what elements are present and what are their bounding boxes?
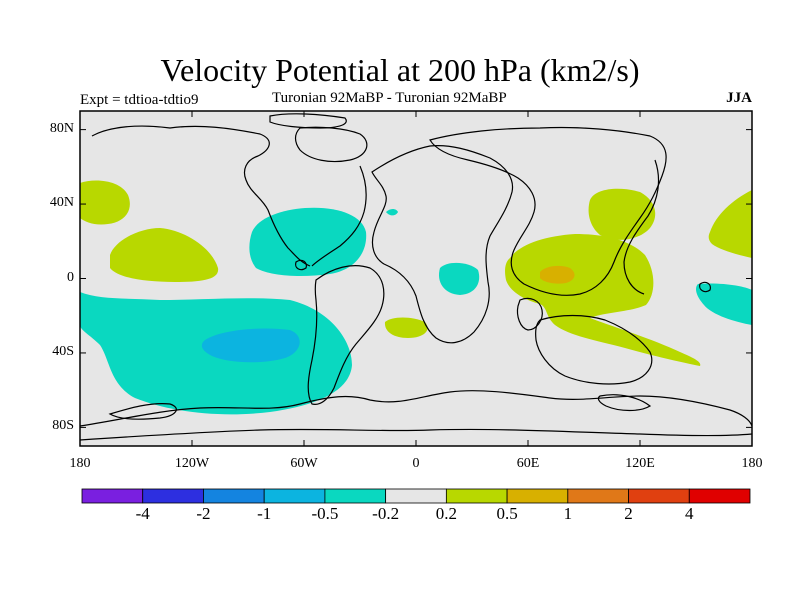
y-tick-label: 40N [49, 195, 74, 211]
colorbar-swatch [203, 488, 265, 504]
coastline-antarctica-south [79, 428, 753, 441]
coastlines [79, 113, 753, 441]
colorbar-swatch [324, 488, 387, 504]
coastline-antarctica-inner [108, 403, 177, 420]
colorbar-label: 1 [563, 504, 573, 523]
y-tick-label: 40S [52, 343, 74, 359]
colorbar-swatch [567, 488, 629, 504]
y-tick-label: 80S [52, 418, 74, 434]
contour-pos-asia-core [540, 265, 575, 284]
x-tick-label: 60E [516, 456, 540, 471]
coastline-na-east [311, 165, 367, 267]
positive-anomaly-regions [80, 180, 752, 366]
colorbar-swatch [142, 488, 204, 504]
coastline-europe-africa [371, 145, 514, 344]
coastline-arctic-na [294, 126, 368, 163]
contour-neg-africa [438, 262, 480, 295]
x-tick-label: 0 [412, 456, 420, 471]
colorbar-label: -4 [135, 504, 150, 523]
x-tick-label: 120W [174, 456, 210, 471]
coastline-antarctica-east [597, 394, 652, 412]
colorbar-label: 2 [624, 504, 633, 523]
coastline-india [516, 297, 543, 331]
contour-pos-south-america-east [384, 317, 428, 338]
contour-pos-west-pacific-north [80, 180, 130, 225]
colorbar-swatch [81, 488, 144, 504]
coastline-caribbean [295, 259, 307, 271]
contour-pos-asia-north [588, 188, 656, 240]
colorbar-swatch [506, 488, 569, 504]
colorbar-label: 0.5 [496, 504, 518, 523]
x-tick-label: 180 [69, 456, 91, 471]
coastline-australia-antarctic [535, 314, 653, 385]
colorbar-label: -1 [257, 504, 272, 523]
colorbar-swatch [688, 488, 751, 504]
colorbar-label: -0.5 [311, 504, 339, 523]
x-tick-label: 120E [625, 456, 655, 471]
contour-neg-south-pacific-core [201, 328, 300, 363]
coastline-pacific-islands [699, 281, 711, 293]
coastline-south-america [307, 265, 385, 405]
negative-anomaly-regions [80, 207, 752, 415]
y-axis-ticks [80, 129, 752, 428]
colorbar-label: -0.2 [372, 504, 400, 523]
experiment-label: Expt = tdtioa-tdtio9 [80, 92, 199, 108]
x-tick-label: 180 [741, 456, 763, 471]
colorbar-swatch [263, 488, 326, 504]
colorbar-swatch [385, 488, 447, 504]
colorbar-swatch [445, 488, 508, 504]
colorbar-label: 0.2 [435, 504, 457, 523]
contour-pos-west-pacific-equator [110, 228, 219, 282]
contour-neg-east-pacific [696, 283, 752, 325]
season-label: JJA [726, 90, 752, 106]
coastline-antarctica [79, 390, 753, 427]
plot-subtitle: Turonian 92MaBP - Turonian 92MaBP [272, 90, 507, 106]
colorbar-swatch [628, 488, 690, 504]
y-tick-label: 80N [49, 120, 74, 136]
x-axis-ticks [79, 111, 753, 446]
coastline-east-asia [623, 159, 660, 295]
contour-neg-north-atlantic [386, 209, 398, 216]
plot-title: Velocity Potential at 200 hPa (km2/s) [160, 52, 640, 88]
colorbar-label: -2 [196, 504, 211, 523]
colorbar [81, 488, 751, 504]
contour-pos-east-pacific-north [708, 190, 752, 258]
coastline-asia [429, 126, 667, 296]
y-tick-label: 0 [67, 269, 74, 285]
contour-neg-central-america [249, 207, 367, 276]
colorbar-label: 4 [685, 504, 694, 523]
x-tick-label: 60W [290, 456, 318, 471]
coastline-north-america [91, 125, 311, 267]
